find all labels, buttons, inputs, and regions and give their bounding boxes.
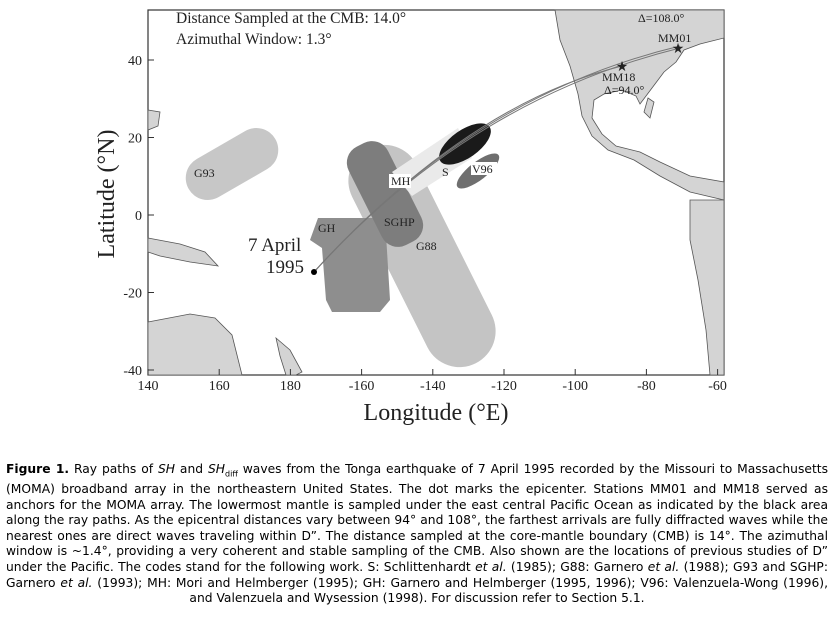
x-tick-label: -60	[708, 379, 727, 394]
annotation: 1995	[266, 257, 304, 278]
label-box	[471, 162, 497, 175]
caption: Figure 1. Ray paths of SH and SHdiff wav…	[6, 462, 828, 607]
x-tick-label: 180	[280, 379, 301, 394]
caption-text: SH	[157, 462, 176, 476]
x-tick-label: -100	[562, 379, 588, 394]
region-label: G93	[194, 166, 215, 180]
annotation: Distance Sampled at the CMB: 14.0°	[176, 10, 406, 27]
region-label: G88	[416, 239, 437, 253]
annotation: MM18	[602, 70, 635, 84]
caption-text: (1993); MH: Mori and Helmberger (1995); …	[92, 575, 828, 606]
x-tick-label: 140	[138, 379, 159, 394]
caption-text: (1985); G88: Garnero	[506, 560, 648, 575]
x-tick-label: -120	[491, 379, 517, 394]
y-tick-label: 20	[128, 132, 142, 147]
y-tick-label: 40	[128, 54, 142, 69]
x-tick-label: -160	[349, 379, 375, 394]
annotation: Δ=94.0°	[604, 83, 644, 97]
x-axis-label: Longitude (°E)	[364, 400, 509, 426]
caption-text: Figure 1.	[6, 462, 70, 476]
caption-text: diff	[225, 469, 238, 479]
caption-text: waves from the Tonga earthquake of 7 Apr…	[6, 462, 828, 575]
ray-paths	[313, 45, 681, 273]
y-axis-label: Latitude (°N)	[94, 130, 120, 259]
station-star: ★	[616, 60, 629, 75]
annotation: Δ=108.0°	[638, 11, 684, 25]
region-label: V96	[472, 162, 493, 176]
region-g93	[185, 128, 279, 200]
region-label: S	[442, 165, 449, 179]
epicenter	[311, 269, 317, 275]
region-label: MH	[391, 174, 411, 188]
annotation: MM01	[658, 31, 691, 45]
region-label: GH	[318, 221, 336, 235]
ticks: 140 160 180 -160 -140 -120 -100 -80 -60 40 20 0 -20 -…	[123, 54, 727, 394]
y-tick-label: -20	[123, 287, 142, 302]
station-star: ★	[672, 42, 685, 57]
caption-text: et al.	[475, 560, 507, 575]
caption-text: and	[175, 462, 208, 476]
x-tick-label: 160	[209, 379, 230, 394]
label-box	[389, 174, 411, 188]
region-label: SGHP	[384, 215, 415, 229]
caption-text: et al.	[647, 560, 680, 575]
annotation: 7 April	[248, 235, 301, 256]
y-tick-label: -40	[123, 364, 142, 379]
caption-text: Ray paths of	[69, 462, 158, 476]
x-tick-label: -140	[420, 379, 446, 394]
map-figure: ★ ★ 140 160 180 -160 -140 -120 -100 -80 -60 40 20 0…	[94, 9, 727, 426]
caption-text: SH	[207, 462, 226, 476]
region-mh	[346, 141, 424, 247]
caption-text: (1988); G93 and SGHP: Garnero	[6, 560, 828, 590]
x-tick-label: -80	[637, 379, 656, 394]
annotation: Azimuthal Window: 1.3°	[176, 31, 332, 48]
region-gh	[310, 218, 390, 312]
y-tick-label: 0	[135, 209, 142, 224]
caption-text: et al.	[60, 575, 93, 590]
